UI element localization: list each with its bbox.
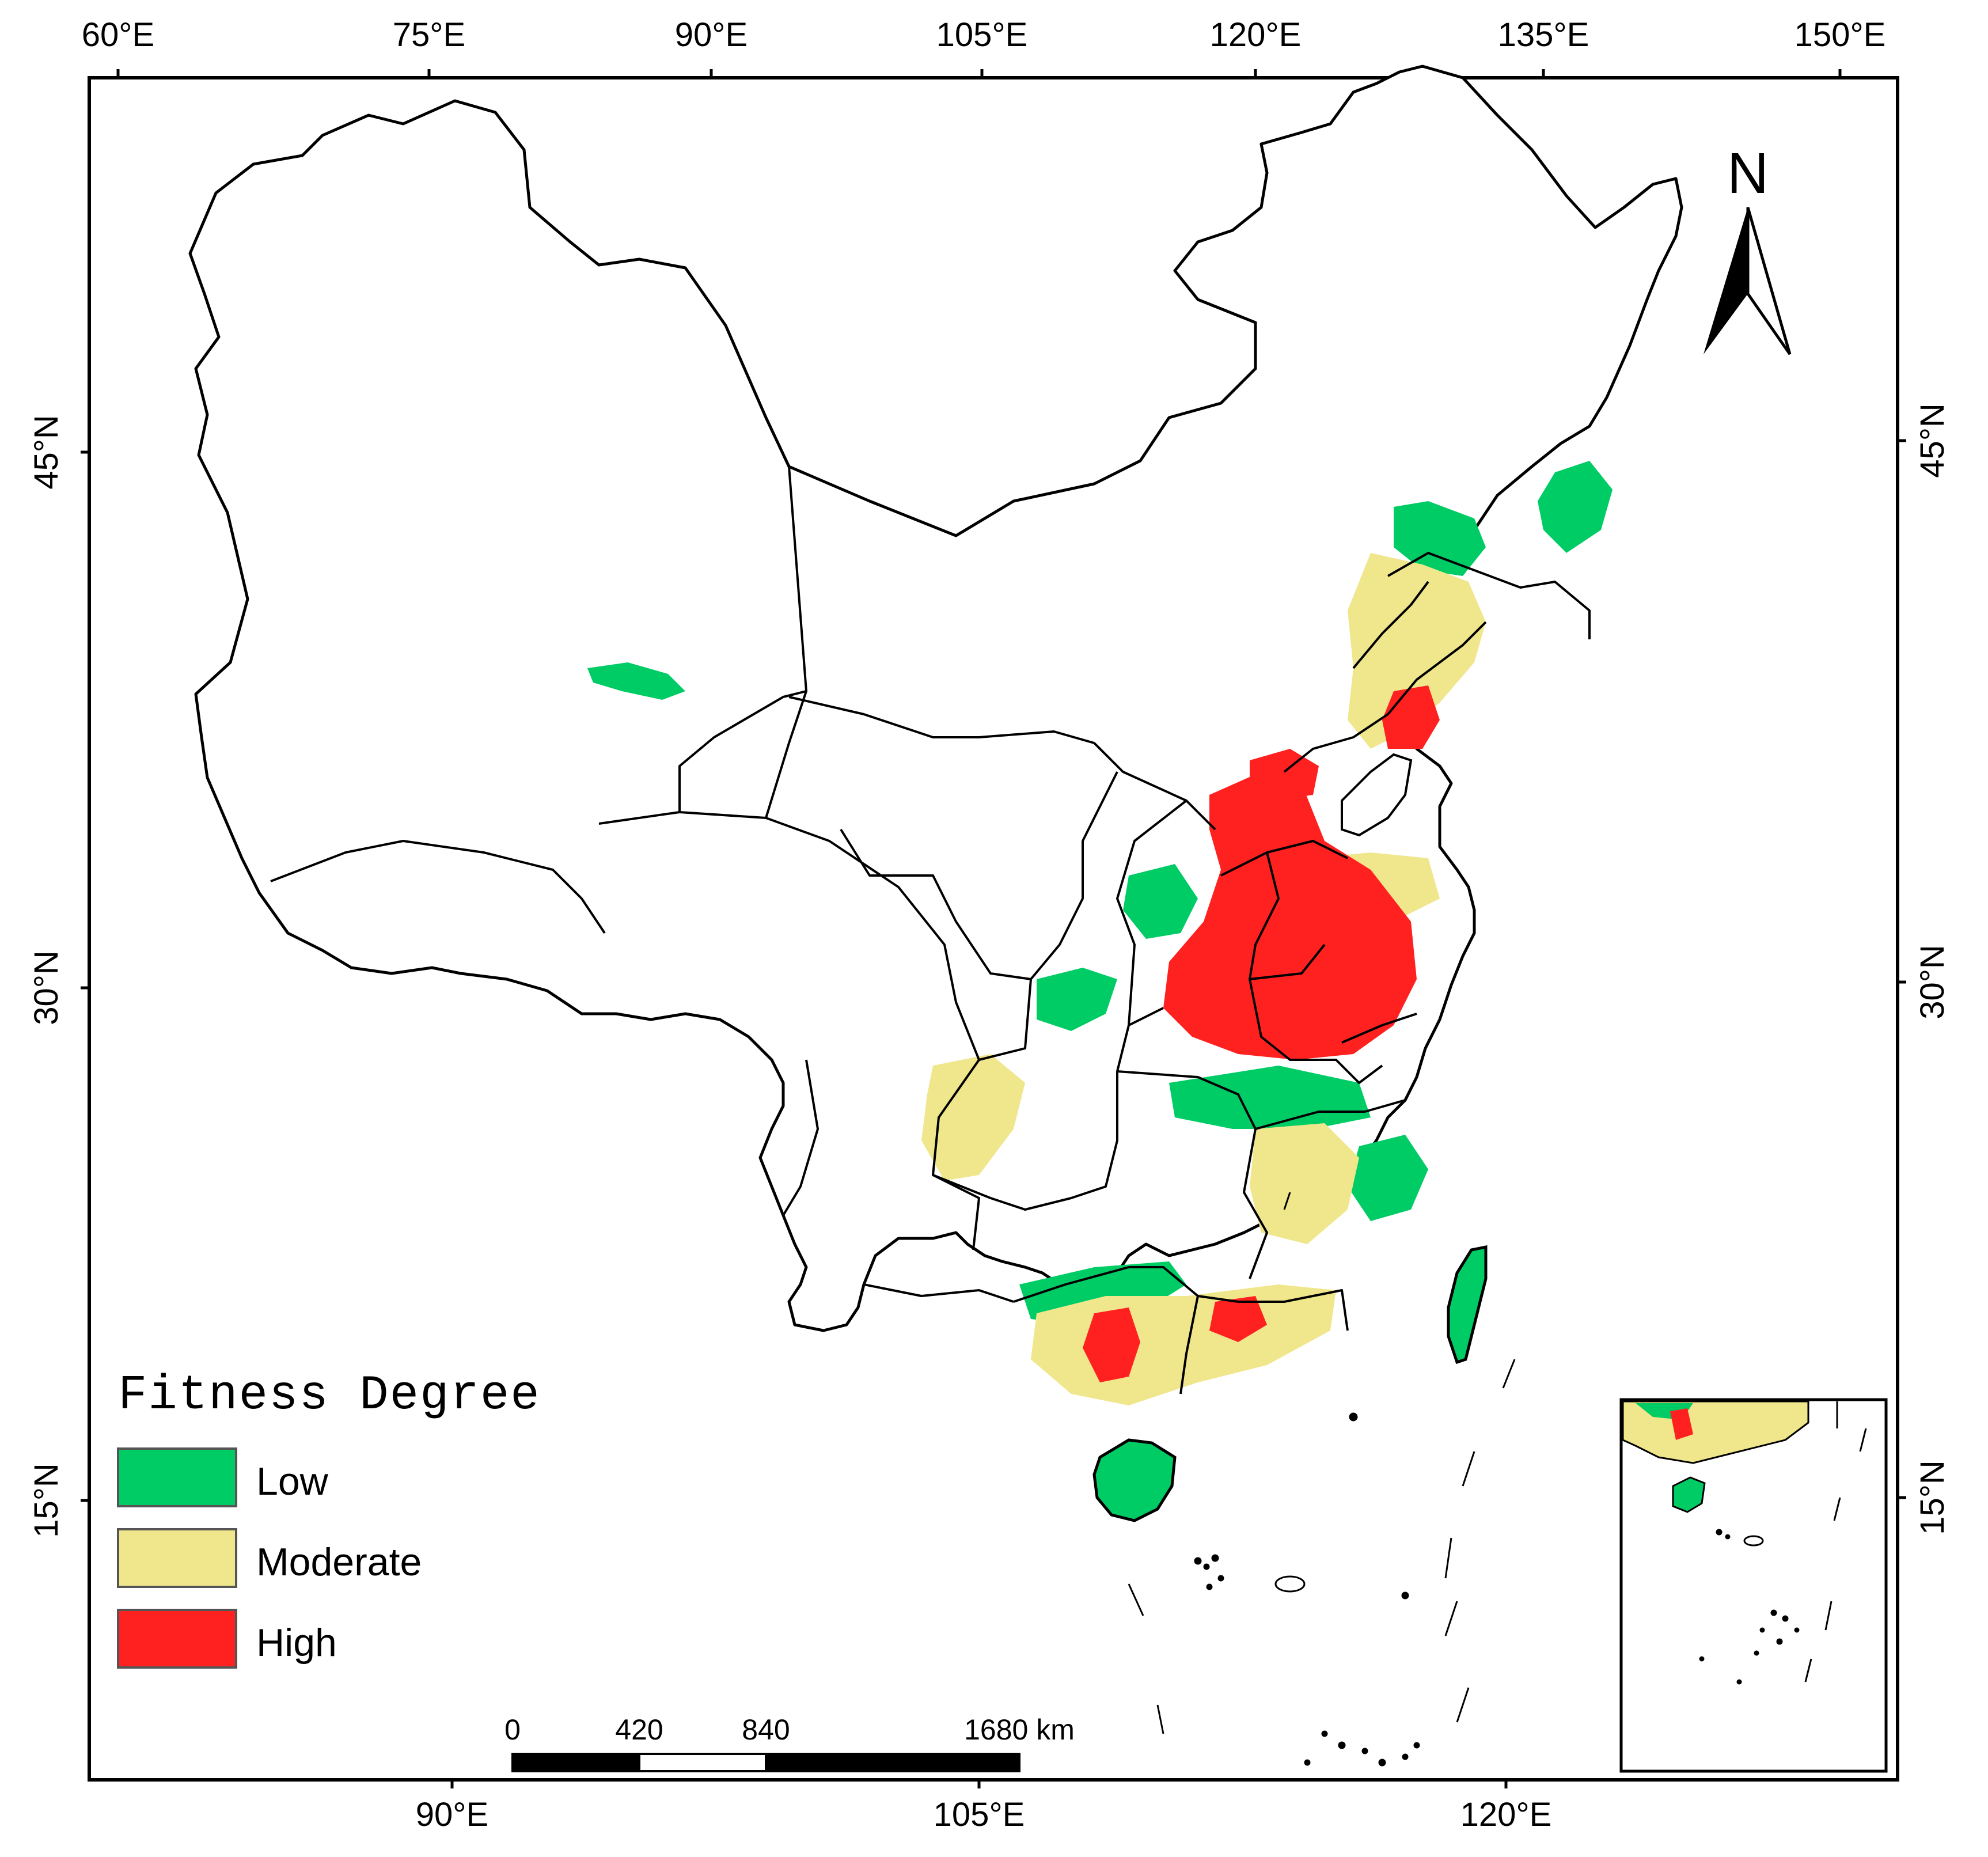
scale-label: 420 [615, 1714, 663, 1746]
low-zone-central [1123, 864, 1198, 939]
high-zone-guangxi [1083, 1308, 1140, 1382]
province-boundaries [270, 466, 1591, 1394]
north-arrow-left-half [1704, 207, 1748, 354]
south-china-sea-islands [1128, 1192, 1516, 1767]
legend-swatch-low [117, 1447, 237, 1507]
top-tick-label: 60°E [82, 16, 154, 54]
scale-label: 0 [504, 1714, 521, 1746]
inset-hainan [1672, 1476, 1706, 1513]
scale-segment-1 [511, 1753, 640, 1772]
hainan-island [1092, 1438, 1177, 1522]
right-tick-label: 45°N [1914, 403, 1951, 478]
scale-bar: 0 420 840 1680 km [504, 1714, 1075, 1772]
legend-label-moderate: Moderate [256, 1540, 422, 1584]
bottom-tick-label: 120°E [1460, 1796, 1552, 1833]
left-tick-label: 45°N [28, 415, 65, 490]
left-tick-label: 15°N [28, 1463, 65, 1538]
frame-ticks [81, 69, 1906, 1788]
high-zone-hebei [1250, 749, 1319, 801]
moderate-zone-sichuan [921, 1054, 1025, 1181]
low-zone-xinjiang [587, 662, 685, 700]
top-axis-labels: 60°E 75°E 90°E 105°E 120°E 135°E 150°E [82, 16, 1886, 54]
inset-frame [1619, 1398, 1888, 1773]
bottom-axis-labels: 90°E 105°E 120°E [416, 1796, 1552, 1833]
taiwan-island [1447, 1245, 1488, 1365]
low-zone-fujian [1348, 1135, 1428, 1221]
left-axis-labels: 45°N 30°N 15°N [28, 415, 65, 1538]
scale-label: 1680 km [964, 1714, 1075, 1746]
low-zone-heilongjiang [1538, 461, 1613, 553]
legend: Fitness Degree Low Moderate High [117, 1369, 541, 1669]
legend-title: Fitness Degree [118, 1369, 541, 1423]
inset-islands [1699, 1401, 1867, 1685]
top-tick-label: 105°E [936, 16, 1028, 54]
north-arrow-label: N [1727, 141, 1769, 206]
legend-label-low: Low [256, 1460, 329, 1503]
scale-label: 840 [742, 1714, 790, 1746]
scale-segment-3 [765, 1753, 1020, 1772]
moderate-zone-northeast [1348, 553, 1486, 749]
low-zone-southwest [1037, 968, 1117, 1031]
bohai-sea [1341, 753, 1413, 837]
right-axis-labels: 45°N 30°N 15°N [1914, 403, 1951, 1535]
right-tick-label: 15°N [1914, 1460, 1951, 1535]
high-zone-liaoning [1382, 685, 1440, 749]
scale-segment-2 [638, 1753, 767, 1772]
legend-label-high: High [256, 1621, 337, 1665]
top-tick-label: 75°E [393, 16, 465, 54]
moderate-zone-jiangxi [1250, 1123, 1359, 1244]
left-tick-label: 30°N [28, 950, 65, 1025]
inset-high-zone [1670, 1408, 1693, 1440]
right-tick-label: 30°N [1914, 945, 1951, 1020]
north-arrow: N [1704, 141, 1792, 355]
legend-swatch-high [117, 1609, 237, 1669]
high-zone-guangdong [1209, 1296, 1267, 1342]
bottom-tick-label: 105°E [934, 1796, 1025, 1833]
low-zone-northeast [1394, 501, 1486, 576]
high-zone-north-china-plain [1163, 772, 1417, 1060]
top-tick-label: 135°E [1498, 16, 1589, 54]
legend-swatch-moderate [117, 1528, 237, 1588]
suitability-zones [587, 461, 1613, 1405]
low-zone-east-china [1169, 1066, 1371, 1129]
bottom-tick-label: 90°E [416, 1796, 488, 1833]
north-arrow-right-half [1746, 207, 1792, 355]
top-tick-label: 120°E [1210, 16, 1302, 54]
top-tick-label: 150°E [1794, 16, 1886, 54]
inset-map [1619, 1398, 1888, 1773]
top-tick-label: 90°E [675, 16, 748, 54]
